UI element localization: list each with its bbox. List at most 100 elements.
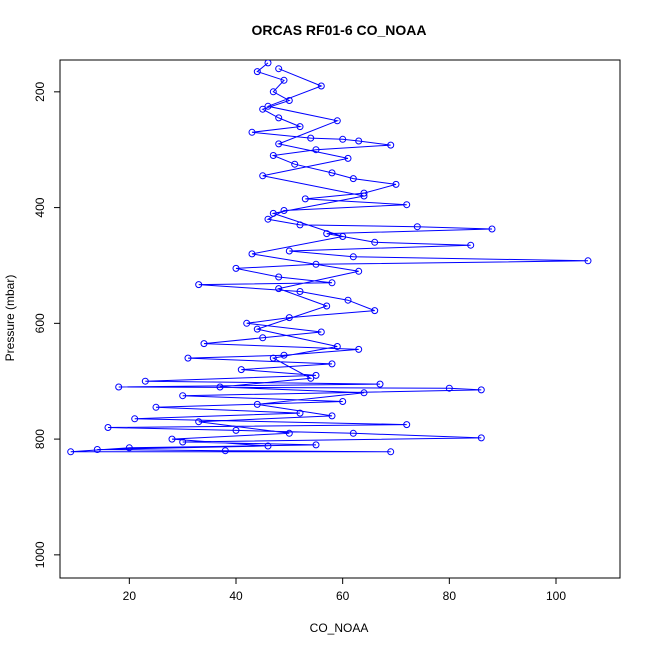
- data-point: [285, 97, 293, 104]
- data-point: [392, 180, 400, 188]
- data-point: [387, 141, 395, 149]
- data-point: [323, 230, 331, 238]
- data-point: [275, 114, 283, 122]
- data-point: [296, 123, 304, 131]
- data-point: [168, 435, 176, 443]
- data-point: [477, 386, 485, 394]
- data-point: [312, 441, 320, 449]
- data-point: [328, 279, 336, 287]
- data-point: [280, 207, 288, 214]
- data-point: [269, 209, 277, 217]
- data-point: [339, 233, 347, 240]
- data-point: [93, 446, 101, 453]
- x-tick-label: 80: [443, 589, 457, 603]
- data-point: [296, 409, 304, 417]
- data-point: [328, 360, 336, 368]
- data-point: [221, 447, 229, 455]
- data-point: [349, 175, 357, 183]
- data-point: [360, 192, 368, 200]
- data-point: [253, 400, 261, 408]
- x-tick-label: 20: [123, 589, 137, 603]
- data-point: [296, 221, 304, 229]
- data-point: [445, 384, 453, 392]
- data-point: [200, 340, 208, 348]
- data-point: [355, 137, 363, 145]
- data-point: [248, 128, 256, 136]
- y-axis-label: Pressure (mbar): [3, 275, 17, 362]
- data-point: [264, 102, 272, 110]
- y-tick-label: 600: [33, 313, 47, 333]
- data-point: [184, 354, 192, 362]
- x-axis: 20 40 60 80 100: [123, 577, 566, 603]
- data-point: [584, 257, 592, 265]
- data-point: [259, 334, 267, 342]
- data-point: [328, 169, 336, 177]
- data-point: [269, 354, 277, 362]
- x-tick-label: 40: [229, 589, 243, 603]
- data-point: [312, 260, 320, 268]
- data-point: [301, 195, 309, 203]
- data-point: [275, 65, 283, 73]
- data-point: [243, 319, 251, 327]
- data-point: [264, 215, 272, 223]
- data-point: [376, 380, 384, 388]
- data-point: [141, 377, 149, 385]
- data-point: [488, 225, 496, 233]
- data-point: [269, 152, 277, 159]
- data-point: [104, 424, 112, 431]
- data-point: [291, 160, 299, 168]
- chart-title: ORCAS RF01-6 CO_NOAA: [251, 22, 426, 38]
- data-point: [264, 442, 272, 450]
- data-point: [339, 398, 347, 405]
- data-point: [253, 68, 261, 76]
- data-point: [115, 383, 123, 391]
- data-point: [323, 302, 331, 310]
- y-tick-label: 800: [33, 429, 47, 449]
- data-point: [285, 247, 293, 255]
- data-point: [349, 429, 357, 437]
- data-point: [275, 285, 283, 293]
- data-point: [264, 60, 272, 67]
- data-point: [307, 374, 315, 382]
- data-point: [333, 117, 341, 125]
- data-point: [237, 366, 245, 374]
- data-point: [248, 250, 256, 258]
- data-point: [253, 325, 261, 333]
- data-point: [339, 135, 347, 143]
- data-point: [179, 392, 187, 400]
- data-point: [344, 296, 352, 304]
- data-point: [195, 418, 203, 426]
- y-tick-label: 1000: [33, 541, 47, 568]
- x-tick-label: 100: [546, 589, 566, 603]
- data-point: [403, 201, 411, 209]
- data-point: [125, 444, 133, 452]
- series-line: [70, 62, 589, 453]
- y-tick-label: 200: [33, 82, 47, 102]
- data-point: [152, 403, 160, 411]
- y-tick-label: 400: [33, 197, 47, 217]
- data-point: [467, 241, 475, 249]
- data-point: [67, 448, 75, 456]
- x-axis-label: CO_NOAA: [310, 621, 369, 635]
- data-point: [360, 189, 368, 197]
- data-point: [317, 82, 325, 90]
- data-point: [259, 172, 267, 180]
- y-axis: 200 400 600 800 1000: [33, 82, 61, 568]
- data-point: [232, 264, 240, 272]
- data-point: [275, 140, 283, 148]
- data-point: [312, 371, 320, 379]
- data-point: [349, 253, 357, 261]
- data-point: [333, 343, 341, 350]
- data-point: [296, 288, 304, 295]
- data-point: [259, 105, 267, 113]
- data-point: [307, 134, 315, 142]
- data-point: [275, 273, 283, 281]
- data-point: [232, 426, 240, 434]
- data-point: [280, 76, 288, 84]
- data-point: [216, 383, 224, 391]
- data-point: [355, 345, 363, 353]
- data-point: [355, 267, 363, 275]
- data-point: [285, 314, 293, 322]
- data-layer: [67, 60, 592, 456]
